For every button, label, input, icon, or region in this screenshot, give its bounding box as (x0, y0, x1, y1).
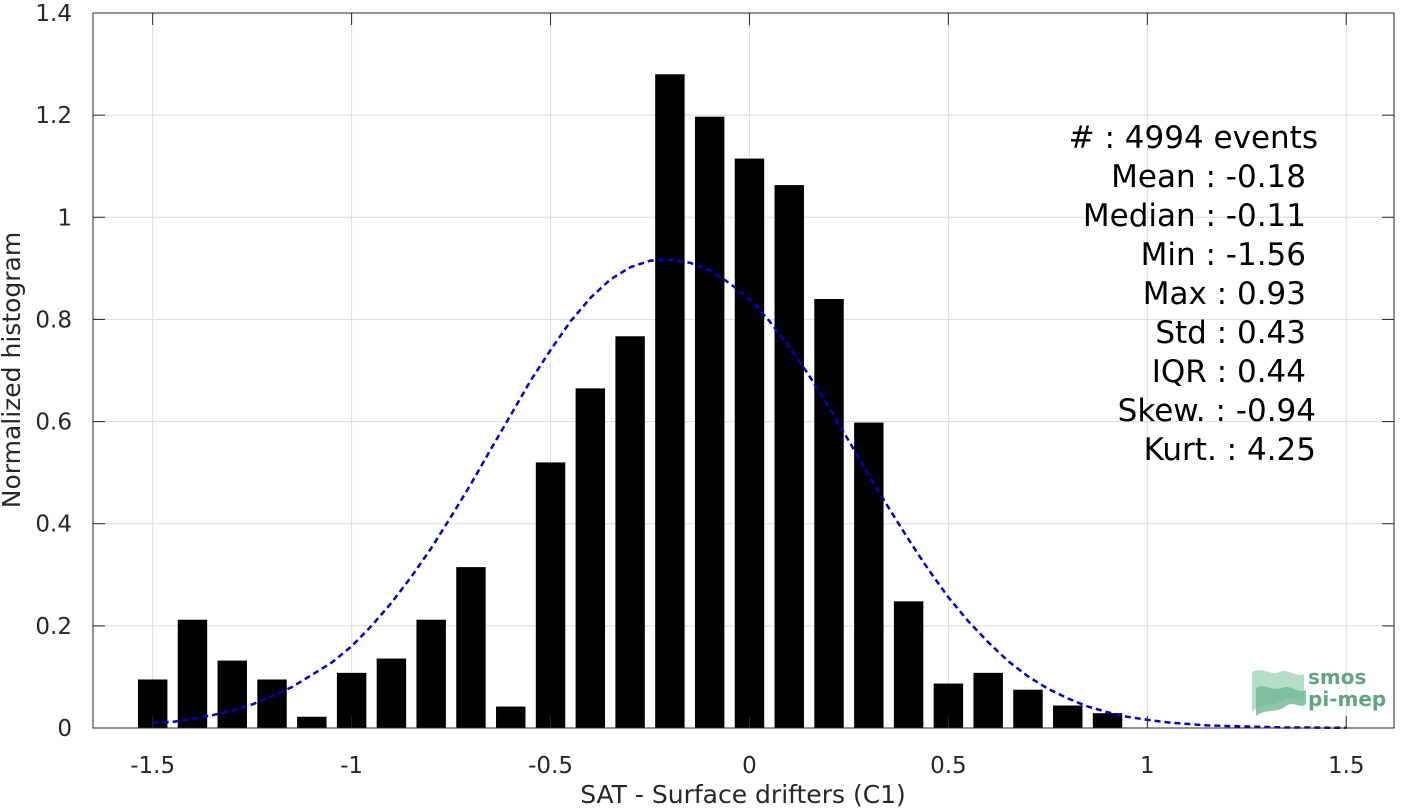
histogram-bar (893, 601, 924, 728)
x-tick-label: 0 (742, 753, 757, 779)
stat-events: # : 4994 events (1069, 120, 1318, 156)
x-axis-label: SAT - Surface drifters (C1) (580, 780, 906, 809)
histogram-bar (575, 388, 606, 728)
x-tick-label: 1 (1140, 753, 1155, 779)
plot-border (92, 12, 1395, 729)
histogram-bar (496, 706, 526, 728)
histogram-bar (774, 185, 804, 728)
smos-pimep-logo: smos pi-mep (1252, 665, 1386, 716)
histogram-bar (1013, 689, 1043, 728)
y-tick-label: 0 (57, 716, 72, 742)
stat-mean: Mean : -0.18 (1111, 159, 1306, 195)
histogram-bars (137, 74, 1123, 729)
y-tick-label: 1.4 (35, 1, 72, 27)
axes-frame (92, 12, 1395, 729)
histogram-bar (376, 658, 407, 728)
histogram-bar (1092, 713, 1123, 728)
histogram-bar (297, 716, 327, 728)
histogram-bar (615, 336, 645, 728)
histogram-bar (973, 672, 1003, 728)
x-tick-label: 1.5 (1328, 753, 1365, 779)
axis-ticks (93, 12, 1394, 729)
histogram-bar (416, 619, 446, 728)
y-axis-label: Normalized histogram (0, 232, 26, 508)
stats-annotation: # : 4994 events Mean : -0.18 Median : -0… (1069, 120, 1318, 468)
histogram-bar (734, 158, 765, 728)
y-tick-label: 1.2 (35, 103, 72, 129)
x-tick-label: -0.5 (528, 753, 573, 779)
histogram-bar (655, 74, 685, 729)
y-tick-labels: 0 0.2 0.4 0.6 0.8 1 1.2 1.4 (35, 1, 72, 742)
y-tick-label: 0.8 (35, 307, 72, 333)
stat-max: Max : 0.93 (1143, 276, 1306, 312)
y-tick-label: 0.2 (35, 614, 72, 640)
x-tick-label: -1.5 (130, 753, 175, 779)
logo-text-smos: smos (1308, 665, 1366, 689)
stat-min: Min : -1.56 (1141, 237, 1306, 273)
stat-std: Std : 0.43 (1155, 315, 1306, 351)
histogram-bar (814, 299, 844, 728)
stat-median: Median : -0.11 (1083, 198, 1306, 234)
x-tick-label: 0.5 (930, 753, 967, 779)
y-tick-label: 1 (57, 205, 72, 231)
logo-waves-icon-inner (1256, 686, 1306, 716)
logo-text-pimep: pi-mep (1308, 687, 1386, 711)
histogram-bar (1053, 705, 1083, 728)
histogram-bar (854, 422, 884, 728)
stat-skew: Skew. : -0.94 (1118, 393, 1316, 429)
histogram-bar (177, 619, 208, 728)
histogram-bar (535, 462, 566, 728)
x-tick-labels: -1.5 -1 -0.5 0 0.5 1 1.5 (130, 753, 1364, 779)
histogram-bar (217, 660, 247, 728)
y-tick-label: 0.4 (35, 512, 72, 538)
x-tick-label: -1 (340, 753, 363, 779)
histogram-bar (456, 567, 486, 728)
stat-kurt: Kurt. : 4.25 (1144, 432, 1316, 468)
histogram-bar (257, 679, 287, 728)
stat-iqr: IQR : 0.44 (1152, 354, 1306, 390)
y-tick-label: 0.6 (35, 410, 72, 436)
histogram-bar (694, 116, 725, 729)
